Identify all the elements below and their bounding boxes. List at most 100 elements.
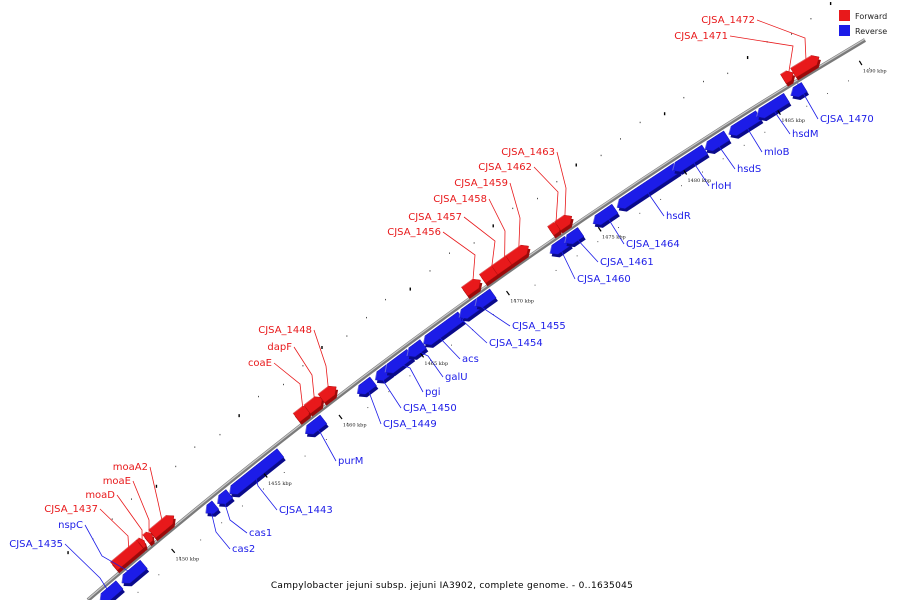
gene-label-CJSA_1462[interactable]: CJSA_1462 <box>478 162 532 173</box>
leader-moaA2 <box>149 466 164 525</box>
genome-caption: Campylobacter jejuni subsp. jejuni IA390… <box>271 581 633 591</box>
gene-feature-CJSA_1449[interactable] <box>356 376 379 398</box>
gene-label-CJSA_1457[interactable]: CJSA_1457 <box>408 212 462 223</box>
gene-label-mloB[interactable]: mloB <box>764 147 790 158</box>
gene-label-CJSA_1450[interactable]: CJSA_1450 <box>403 403 457 414</box>
scale-tick-mark <box>338 414 343 420</box>
leader-CJSA_1450 <box>381 374 402 409</box>
leader-CJSA_1455 <box>479 299 511 327</box>
gene-label-dapF[interactable]: dapF <box>267 342 292 353</box>
inner-marker <box>660 198 662 200</box>
gene-feature-cas2[interactable] <box>205 500 221 517</box>
gene-feature-CJSA_1471[interactable] <box>780 70 796 87</box>
gene-feature-CJSA_1459[interactable] <box>505 244 531 268</box>
gene-feature-CJSA_1435[interactable] <box>99 580 125 600</box>
gene-label-coaE[interactable]: coaE <box>248 358 272 369</box>
leader-CJSA_1456 <box>442 231 476 286</box>
leader-moaD <box>116 494 143 543</box>
gene-feature-rloH[interactable] <box>672 144 710 175</box>
gene-feature-hsdR[interactable] <box>616 162 682 212</box>
gene-label-CJSA_1437[interactable]: CJSA_1437 <box>44 504 98 515</box>
leader-CJSA_1471 <box>729 35 794 76</box>
outer-marker <box>620 138 621 140</box>
gene-label-hsdM[interactable]: hsdM <box>792 129 819 140</box>
gene-label-rloH[interactable]: rloH <box>711 181 732 192</box>
gene-label-CJSA_1463[interactable]: CJSA_1463 <box>501 147 555 158</box>
leader-CJSA_1460 <box>558 246 576 280</box>
gene-feature-hsdM[interactable] <box>756 92 792 122</box>
gene-feature-CJSA_1461[interactable] <box>564 227 586 248</box>
inner-marker <box>304 455 306 457</box>
gene-label-cas1[interactable]: cas1 <box>249 528 272 539</box>
gene-label-moaD[interactable]: moaD <box>85 490 115 501</box>
gene-label-purM[interactable]: purM <box>338 456 363 467</box>
gene-label-moaE[interactable]: moaE <box>103 476 131 487</box>
legend-reverse-swatch <box>839 25 850 36</box>
gene-feature-dapF[interactable] <box>303 396 325 417</box>
inner-marker <box>702 171 703 173</box>
outer-marker <box>155 484 158 488</box>
scale-tick-label: 1490 kbp <box>863 68 887 74</box>
gene-label-hsdR[interactable]: hsdR <box>666 211 691 222</box>
gene-label-CJSA_1456[interactable]: CJSA_1456 <box>387 227 441 238</box>
inner-marker <box>325 438 327 440</box>
gene-feature-nspC[interactable] <box>121 559 150 587</box>
scale-tick-label: 1480 kbp <box>688 178 712 184</box>
leader-CJSA_1443 <box>254 473 278 511</box>
gene-feature-purM[interactable] <box>304 414 329 438</box>
gene-label-CJSA_1464[interactable]: CJSA_1464 <box>626 239 680 250</box>
gene-label-acs[interactable]: acs <box>462 354 479 365</box>
leader-acs <box>439 330 461 360</box>
gene-label-CJSA_1454[interactable]: CJSA_1454 <box>489 338 543 349</box>
gene-label-CJSA_1470[interactable]: CJSA_1470 <box>820 114 874 125</box>
outer-marker <box>575 163 577 167</box>
genome-backbone <box>86 38 867 600</box>
gene-label-CJSA_1458[interactable]: CJSA_1458 <box>433 194 487 205</box>
gene-feature-CJSA_1456[interactable] <box>460 278 483 300</box>
gene-label-moaA2[interactable]: moaA2 <box>113 462 148 473</box>
outer-marker <box>385 298 387 301</box>
gene-feature-moaD[interactable] <box>136 537 148 552</box>
gene-label-CJSA_1459[interactable]: CJSA_1459 <box>454 178 508 189</box>
outer-marker <box>283 383 284 386</box>
gene-label-CJSA_1472[interactable]: CJSA_1472 <box>701 15 755 26</box>
inner-marker <box>263 488 264 490</box>
gene-label-CJSA_1449[interactable]: CJSA_1449 <box>383 419 437 430</box>
leader-galU <box>414 349 444 378</box>
gene-label-nspC[interactable]: nspC <box>58 520 83 531</box>
gene-features <box>99 54 821 600</box>
gene-label-pgi[interactable]: pgi <box>425 387 440 398</box>
inner-marker <box>576 255 578 257</box>
inner-marker <box>534 284 536 286</box>
gene-feature-moaE[interactable] <box>142 531 155 547</box>
gene-feature-moaA2[interactable] <box>148 515 176 542</box>
leader-pgi <box>397 362 424 393</box>
gene-label-hsdS[interactable]: hsdS <box>737 164 761 175</box>
gene-label-cas2[interactable]: cas2 <box>232 544 255 555</box>
outer-marker <box>492 224 494 228</box>
gene-feature-CJSA_1437[interactable] <box>109 539 147 574</box>
gene-label-CJSA_1443[interactable]: CJSA_1443 <box>279 505 333 516</box>
leader-hsdR <box>645 187 665 217</box>
inner-marker <box>346 422 348 424</box>
gene-label-galU[interactable]: galU <box>445 372 468 383</box>
leader-CJSA_1459 <box>509 182 521 254</box>
gene-label-CJSA_1448[interactable]: CJSA_1448 <box>258 325 312 336</box>
outer-marker <box>238 414 240 418</box>
gene-feature-hsdS[interactable] <box>704 130 732 154</box>
outer-marker <box>703 80 704 83</box>
gene-label-CJSA_1471[interactable]: CJSA_1471 <box>674 31 728 42</box>
outer-marker <box>663 112 666 116</box>
legend-forward-swatch <box>839 10 850 21</box>
gene-label-CJSA_1461[interactable]: CJSA_1461 <box>600 257 654 268</box>
inner-marker <box>639 212 641 214</box>
leader-CJSA_1472 <box>756 19 807 65</box>
gene-label-CJSA_1435[interactable]: CJSA_1435 <box>9 539 63 550</box>
gene-label-CJSA_1460[interactable]: CJSA_1460 <box>577 274 631 285</box>
gene-feature-CJSA_1448[interactable] <box>317 385 339 406</box>
gene-feature-CJSA_1443[interactable] <box>228 448 286 498</box>
gene-feature-CJSA_1472[interactable] <box>790 54 821 81</box>
gene-label-CJSA_1455[interactable]: CJSA_1455 <box>512 321 566 332</box>
outer-marker <box>321 346 323 350</box>
scale-tick-label: 1455 kbp <box>268 481 292 487</box>
